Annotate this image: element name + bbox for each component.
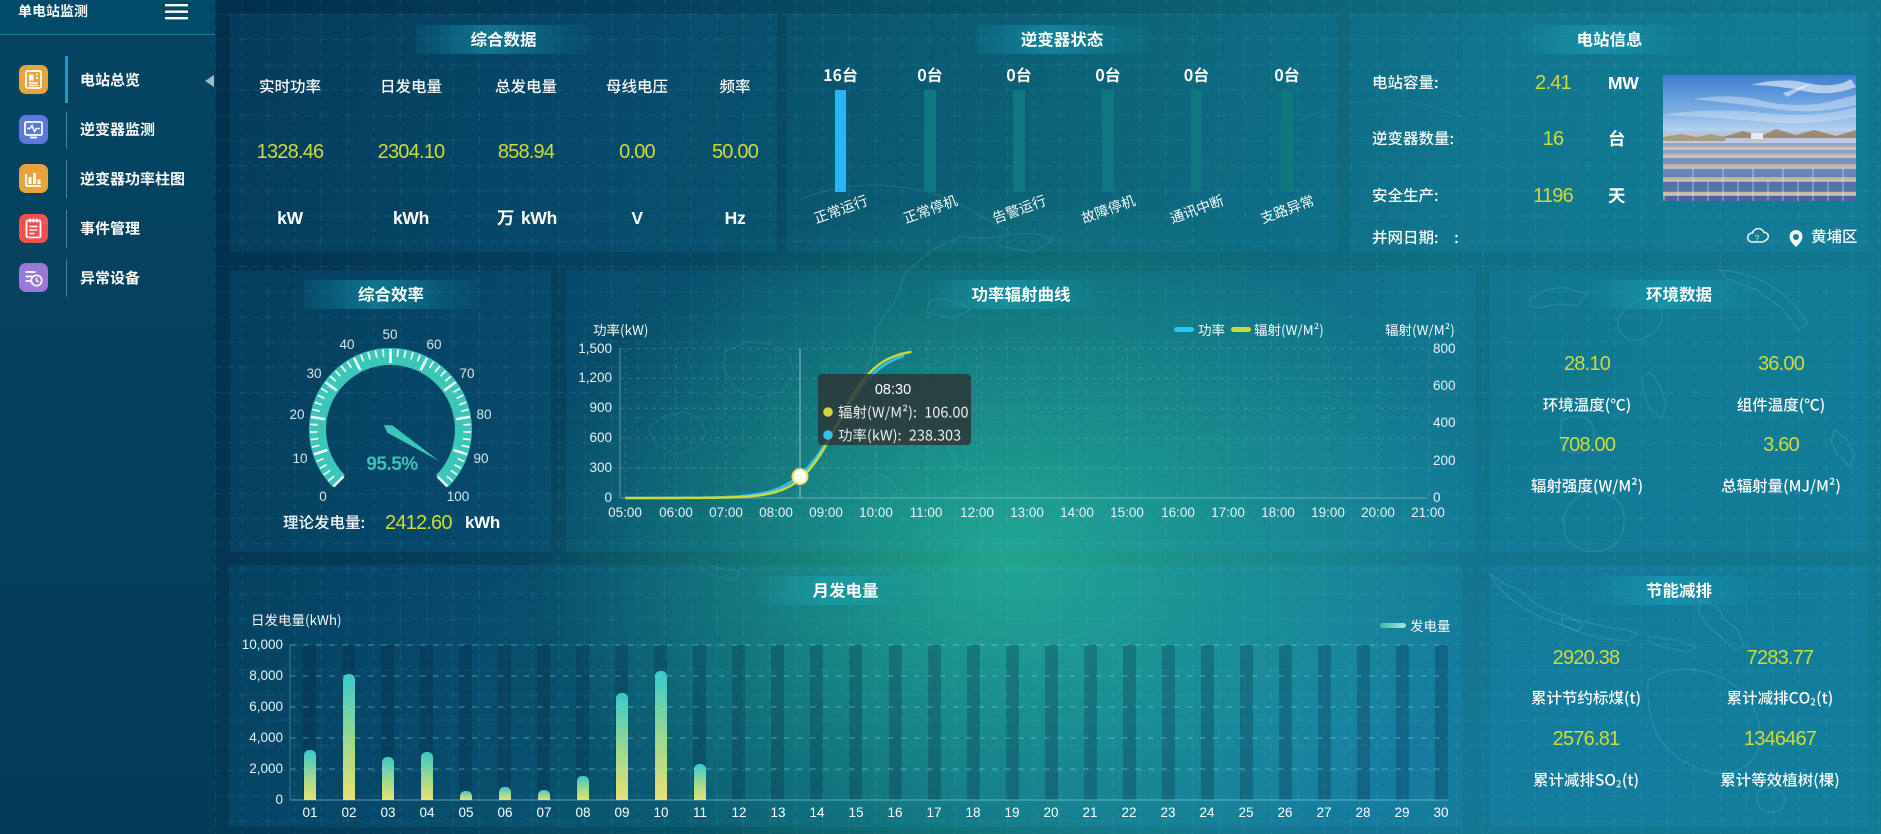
svg-text:?: ? (1755, 234, 1760, 243)
